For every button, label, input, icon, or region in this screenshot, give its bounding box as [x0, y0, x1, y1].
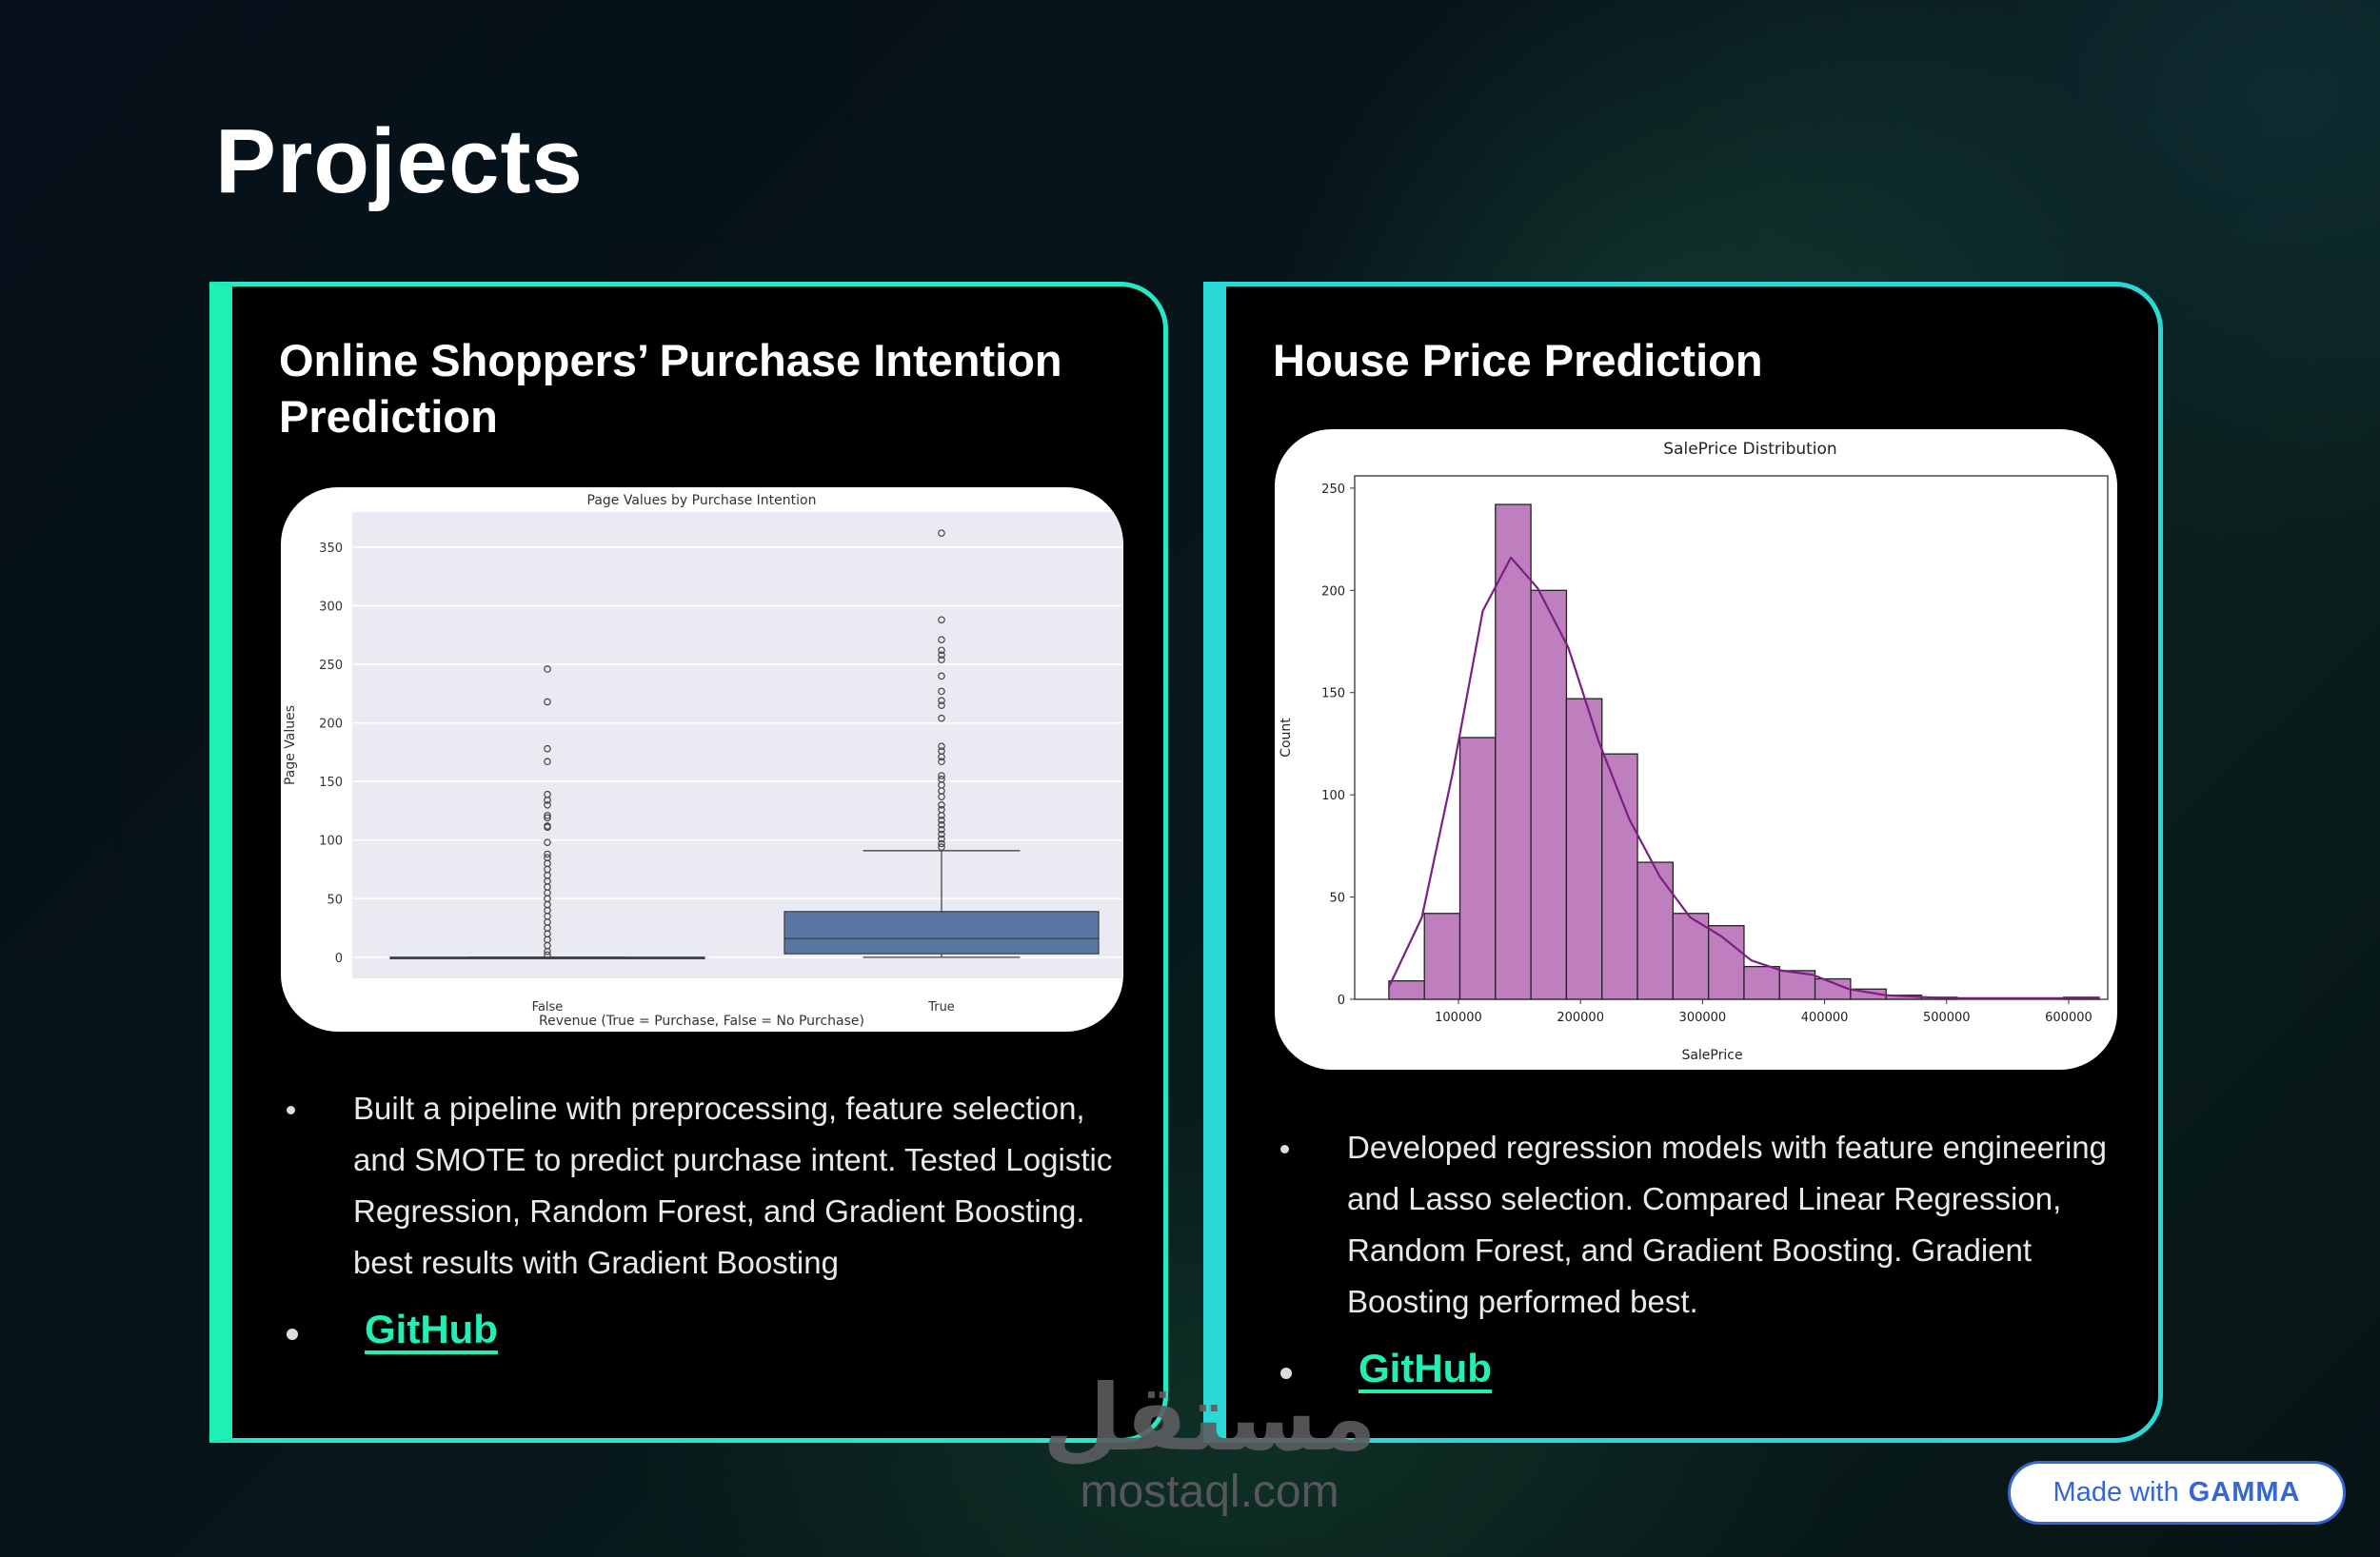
- outlier-point: [544, 951, 551, 959]
- outlier-point: [938, 816, 945, 824]
- outlier-point: [544, 812, 551, 819]
- outlier-point: [938, 843, 945, 851]
- y-tick-label: 250: [319, 659, 343, 673]
- outlier-point: [938, 800, 945, 809]
- y-tick-label: 350: [319, 542, 343, 556]
- made-with-gamma-badge[interactable]: Made with GAMMA: [2008, 1461, 2346, 1525]
- y-tick-label: 200: [1321, 584, 1345, 599]
- outlier-point: [544, 800, 551, 809]
- github-link[interactable]: GitHub: [365, 1307, 498, 1351]
- y-tick-label: 300: [319, 600, 343, 614]
- outlier-point: [938, 812, 945, 819]
- x-tick-label: True: [927, 1000, 955, 1015]
- project-card-house-price: House Price Prediction SalePrice Distrib…: [1203, 282, 2163, 1443]
- histogram-bar: [1708, 925, 1745, 1000]
- outlier-point: [544, 744, 551, 753]
- project-card-shoppers: Online Shoppers’ Purchase Intention Pred…: [209, 282, 1168, 1443]
- outlier-point: [938, 839, 945, 848]
- outlier-point: [938, 529, 945, 537]
- histogram-chart: SalePrice Distribution SalePrice Count 0 50 1…: [1275, 429, 2117, 1070]
- histogram-bar: [1601, 753, 1638, 1000]
- outlier-point: [544, 947, 551, 956]
- histogram-bar: [1530, 589, 1568, 1000]
- project-description: Developed regression models with feature…: [1277, 1122, 2114, 1328]
- outlier-point: [938, 742, 945, 751]
- outlier-point: [544, 838, 551, 846]
- watermark-site: mostaql.com: [1080, 1467, 1339, 1517]
- outlier-point: [544, 850, 551, 858]
- histogram-bar: [1672, 913, 1710, 1000]
- x-tick-label: 400000: [1801, 1011, 1849, 1025]
- outlier-point: [938, 651, 945, 660]
- y-tick-label: 0: [335, 952, 343, 966]
- histogram-bar: [1743, 965, 1780, 1000]
- y-axis-label: Page Values: [283, 705, 298, 785]
- outlier-point: [938, 772, 945, 779]
- project-description: Built a pipeline with preprocessing, fea…: [283, 1083, 1121, 1289]
- project-title: Online Shoppers’ Purchase Intention Pred…: [279, 335, 1062, 442]
- project-bullets: Developed regression models with feature…: [1277, 1122, 2114, 1394]
- outlier-point: [938, 656, 945, 663]
- x-tick-label: 100000: [1435, 1011, 1482, 1025]
- x-tick-label: False: [532, 1000, 564, 1015]
- outlier-point: [938, 830, 945, 838]
- x-tick-label: 200000: [1557, 1011, 1604, 1025]
- outlier-point: [938, 701, 945, 709]
- x-tick-label: 600000: [2045, 1011, 2092, 1025]
- x-tick-label: 300000: [1679, 1011, 1727, 1025]
- y-axis-label: Count: [1279, 718, 1294, 758]
- y-tick-label: 150: [319, 776, 343, 790]
- y-tick-label: 150: [1321, 687, 1345, 701]
- outlier-point: [938, 646, 945, 655]
- outlier-point: [938, 793, 945, 800]
- outlier-point: [544, 814, 551, 822]
- outlier-point: [938, 835, 945, 843]
- outlier-point: [938, 825, 945, 834]
- outlier-point: [938, 672, 945, 680]
- x-axis-label: SalePrice: [1681, 1048, 1742, 1063]
- y-tick-label: 250: [1321, 483, 1345, 497]
- y-tick-label: 200: [319, 718, 343, 732]
- y-tick-label: 100: [1321, 789, 1345, 803]
- histogram-bar: [1565, 698, 1603, 1000]
- y-tick-label: 50: [327, 893, 343, 907]
- outlier-point: [938, 714, 945, 722]
- page-title: Projects: [215, 110, 584, 212]
- outlier-point: [544, 823, 551, 831]
- histogram-bar: [1636, 861, 1674, 1000]
- outlier-point: [544, 698, 551, 706]
- kde-line: [1387, 556, 2099, 999]
- x-axis-label: Revenue (True = Purchase, False = No Pur…: [539, 1014, 864, 1029]
- project-bullets: Built a pipeline with preprocessing, fea…: [283, 1083, 1121, 1355]
- github-link[interactable]: GitHub: [1359, 1346, 1492, 1390]
- project-title: House Price Prediction: [1273, 335, 1763, 385]
- plot-area: [352, 512, 1122, 978]
- y-tick-label: 0: [1338, 994, 1345, 1008]
- chart-title: Page Values by Purchase Intention: [587, 493, 817, 508]
- plot-frame: [1354, 475, 2109, 1000]
- gamma-logo: GAMMA: [2188, 1477, 2301, 1508]
- outlier-point: [938, 758, 945, 766]
- outlier-point: [938, 616, 945, 624]
- histogram-bar: [1423, 913, 1461, 1000]
- y-tick-label: 50: [1329, 892, 1345, 906]
- outlier-point: [544, 797, 551, 804]
- y-tick-label: 100: [319, 835, 343, 849]
- x-tick-label: 500000: [1923, 1011, 1971, 1025]
- histogram-bar: [1388, 980, 1425, 1000]
- outlier-point: [544, 758, 551, 766]
- boxplot-chart: 0 50 100 150 200 250 300 350 Page Values by Purc…: [281, 487, 1123, 1032]
- chart-title: SalePrice Distribution: [1663, 440, 1836, 459]
- outlier-point: [544, 665, 551, 673]
- watermark-arabic: مستقل: [1042, 1365, 1378, 1471]
- outlier-point: [938, 636, 945, 643]
- mostaql-watermark: مستقل mostaql.com: [1042, 1370, 1377, 1519]
- histogram-bar: [1458, 737, 1497, 1000]
- outlier-point: [938, 697, 945, 705]
- badge-prefix: Made with: [2053, 1477, 2179, 1508]
- box: [783, 911, 1100, 955]
- outlier-point: [938, 687, 945, 696]
- outlier-point: [938, 820, 945, 829]
- outlier-point: [938, 753, 945, 761]
